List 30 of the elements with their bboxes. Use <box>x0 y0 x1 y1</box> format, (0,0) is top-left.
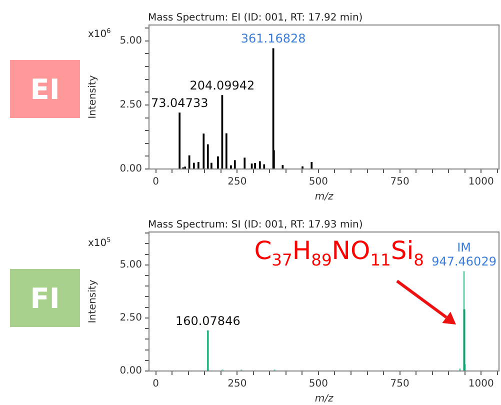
x-tick-label: 750 <box>390 176 410 188</box>
y-tick-label: 2.50 <box>120 100 142 111</box>
y-axis-title: Intensity <box>88 75 99 119</box>
x-tick-label: 0 <box>152 378 160 390</box>
annotation: 73.04733 <box>150 96 208 110</box>
chart-title: Mass Spectrum: EI (ID: 001, RT: 17.92 min) <box>148 12 363 24</box>
annotation: 947.46029 <box>432 254 496 269</box>
annotation: 204.09942 <box>190 78 255 93</box>
x-tick-label: 0 <box>152 176 160 188</box>
x-tick-label: 250 <box>228 378 247 390</box>
annotation: 361.16828 <box>240 32 306 46</box>
x-tick-label: 1000 <box>468 378 494 390</box>
x-tick-label: 500 <box>308 176 328 188</box>
annotation: 160.07846 <box>175 314 240 328</box>
x-axis-title: m/z <box>314 394 334 405</box>
chart-title: Mass Spectrum: SI (ID: 001, RT: 17.93 min) <box>148 220 363 231</box>
y-tick-label: 5.00 <box>120 259 142 270</box>
annotation: IM <box>457 240 471 255</box>
text: FI <box>10 269 80 327</box>
x-tick-label: 250 <box>228 176 247 188</box>
x-axis-title: m/z <box>314 192 334 203</box>
x-tick-label: 500 <box>308 378 328 390</box>
y-tick-label: 0.00 <box>120 164 142 175</box>
y-tick-label: 2.50 <box>120 312 142 324</box>
x-tick-label: 1000 <box>468 176 494 188</box>
y-tick-label: 0.00 <box>120 366 142 377</box>
text: EI <box>10 60 80 118</box>
x-tick-label: 750 <box>390 378 410 390</box>
y-axis-title: Intensity <box>88 280 99 324</box>
y-tick-label: 5.00 <box>120 35 142 46</box>
